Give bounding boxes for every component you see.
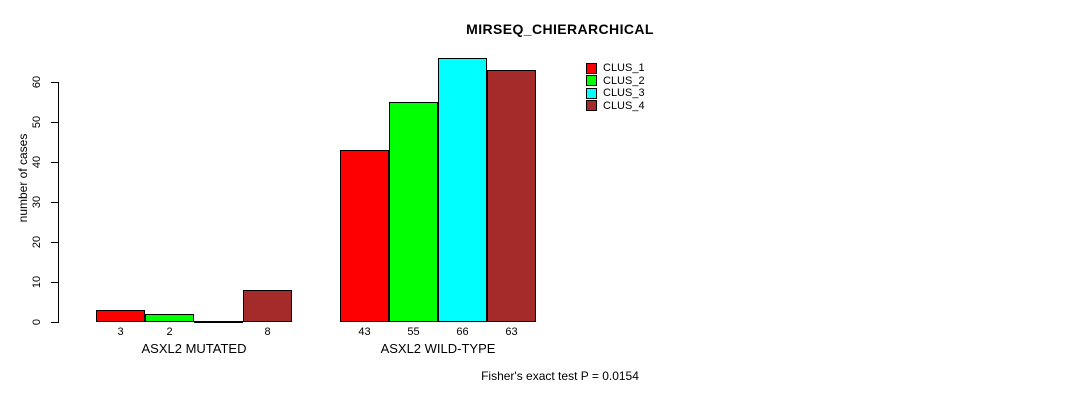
bar-clus-3-asxl2-wild-type xyxy=(438,58,487,322)
y-axis-tick-label: 60 xyxy=(31,75,43,89)
bar-clus-2-asxl2-wild-type xyxy=(389,102,438,322)
y-axis-tick xyxy=(51,282,59,283)
y-axis-tick xyxy=(51,322,59,323)
bar-value-label: 63 xyxy=(505,326,518,338)
legend-label: CLUS_4 xyxy=(603,99,645,112)
x-axis-group-label: ASXL2 MUTATED xyxy=(141,341,247,356)
y-axis-label: number of cases xyxy=(16,133,30,223)
y-axis-tick-label: 10 xyxy=(31,275,43,289)
y-axis-tick-label: 50 xyxy=(31,115,43,129)
bar-clus-3-asxl2-mutated xyxy=(194,321,243,323)
y-axis-tick xyxy=(51,202,59,203)
y-axis-tick xyxy=(51,162,59,163)
legend-item: CLUS_2 xyxy=(586,74,645,87)
bar-value-label: 2 xyxy=(166,326,173,338)
chart-title: MIRSEQ_CHIERARCHICAL xyxy=(466,21,654,37)
legend-label: CLUS_3 xyxy=(603,87,645,99)
legend-label: CLUS_2 xyxy=(603,74,645,87)
y-axis-tick-label: 40 xyxy=(31,155,43,169)
y-axis-tick-label: 30 xyxy=(31,195,43,209)
bar-clus-4-asxl2-wild-type xyxy=(487,70,536,322)
bar-clus-1-asxl2-wild-type xyxy=(340,150,389,322)
bar-value-label: 3 xyxy=(117,326,124,338)
bar-clus-4-asxl2-mutated xyxy=(243,290,292,322)
stat-test-result: Fisher's exact test P = 0.0154 xyxy=(481,369,639,383)
y-axis-tick xyxy=(51,122,59,123)
legend: CLUS_1 CLUS_2 CLUS_3 CLUS_4 xyxy=(586,62,645,113)
bar-value-label: 66 xyxy=(456,326,469,338)
legend-swatch xyxy=(586,75,597,86)
y-axis-tick xyxy=(51,242,59,243)
x-axis-group-label: ASXL2 WILD-TYPE xyxy=(380,341,496,356)
legend-swatch xyxy=(586,87,597,99)
y-axis-tick-label: 0 xyxy=(31,318,43,326)
legend-swatch xyxy=(586,62,597,74)
bar-value-label: 55 xyxy=(407,326,420,338)
legend-item: CLUS_4 xyxy=(586,99,645,112)
y-axis-tick-label: 20 xyxy=(31,235,43,249)
bar-value-label: 8 xyxy=(264,326,271,338)
bar-clus-1-asxl2-mutated xyxy=(96,310,145,322)
legend-item: CLUS_3 xyxy=(586,87,645,99)
legend-label: CLUS_1 xyxy=(603,62,645,74)
bar-value-label: 43 xyxy=(358,326,371,338)
legend-swatch xyxy=(586,100,597,111)
legend-item: CLUS_1 xyxy=(586,62,645,74)
bar-clus-2-asxl2-mutated xyxy=(145,314,194,322)
y-axis-tick xyxy=(51,82,59,83)
